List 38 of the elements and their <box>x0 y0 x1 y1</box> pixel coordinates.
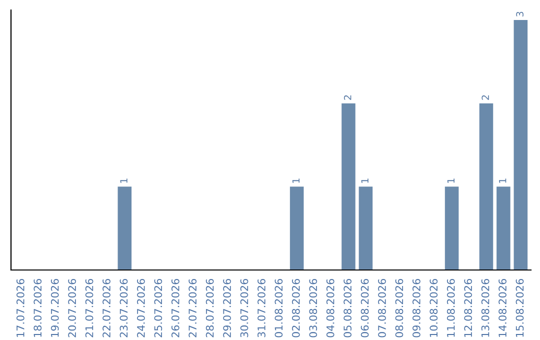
x-tick-label: 29.07.2026 <box>223 278 231 338</box>
data-label: 1 <box>120 178 128 183</box>
x-tick-label: 11.08.2026 <box>446 278 455 337</box>
x-tick-label: 02.08.2026 <box>292 278 300 338</box>
x-tick-label: 17.07.2026 <box>16 278 24 337</box>
x-tick-label: 12.08.2026 <box>464 278 472 337</box>
x-tick-label: 06.08.2026 <box>360 278 369 338</box>
x-tick-label: 18.07.2026 <box>34 278 42 337</box>
x-tick-label: 25.07.2026 <box>154 278 162 338</box>
x-tick-label: 28.07.2026 <box>206 278 214 338</box>
x-tick-label: 10.08.2026 <box>430 278 438 337</box>
data-label: 1 <box>361 178 368 183</box>
x-tick-label: 27.07.2026 <box>188 278 197 338</box>
x-tick-label: 14.08.2026 <box>498 278 506 337</box>
x-tick-label: 09.08.2026 <box>412 278 420 338</box>
x-tick-label: 20.07.2026 <box>68 278 76 338</box>
x-tick-label: 04.08.2026 <box>326 278 334 338</box>
data-label: 2 <box>482 95 489 100</box>
x-tick-label: 21.07.2026 <box>85 278 94 338</box>
data-label: 1 <box>292 178 300 183</box>
x-tick-label: 01.08.2026 <box>274 278 283 338</box>
x-tick-label: 08.08.2026 <box>395 278 404 338</box>
x-tick-label: 15.08.2026 <box>516 278 524 337</box>
x-tick-label: 05.08.2026 <box>344 278 352 338</box>
x-tick-label: 26.07.2026 <box>171 278 180 338</box>
data-label: 1 <box>499 178 506 183</box>
x-tick-label: 03.08.2026 <box>309 278 318 338</box>
x-tick-label: 13.08.2026 <box>481 278 490 337</box>
data-label: 3 <box>516 12 524 16</box>
x-tick-label: 30.07.2026 <box>240 278 248 338</box>
x-tick-label: 19.07.2026 <box>50 278 59 337</box>
data-label: 1 <box>447 178 454 183</box>
x-tick-label: 24.07.2026 <box>137 278 145 338</box>
x-tick-label: 22.07.2026 <box>102 278 110 338</box>
x-tick-label: 07.08.2026 <box>378 278 386 338</box>
x-tick-label: 23.07.2026 <box>120 278 128 338</box>
x-tick-label: 31.07.2026 <box>258 278 266 338</box>
data-label: 2 <box>344 95 352 100</box>
